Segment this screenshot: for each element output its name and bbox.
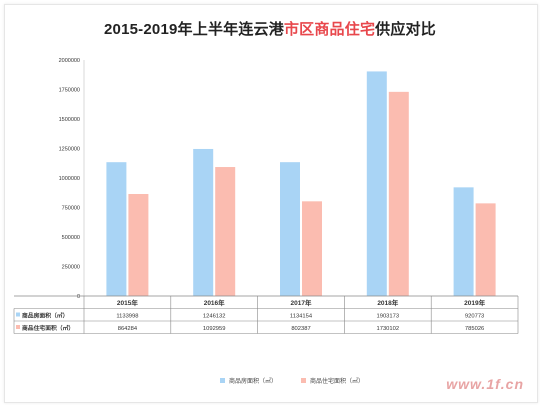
title-suffix: 供应对比 (375, 21, 436, 38)
data-label-s2-1: 1092959 (203, 326, 226, 332)
category-label-3: 2018年 (377, 298, 398, 307)
y-tick-label-8: 2000000 (59, 58, 80, 64)
legend-item-series-2: 商品住宅面积（㎡） (301, 376, 364, 385)
data-label-s1-4: 920773 (465, 314, 484, 320)
bar-s2-3 (388, 91, 409, 296)
legend-swatch-series-1 (220, 378, 225, 383)
category-label-0: 2015年 (117, 298, 138, 307)
table-row-label-series-1: 商品房面积（㎡） (22, 312, 68, 320)
legend-item-series-1: 商品房面积（㎡） (220, 376, 277, 385)
y-tick-label-2: 500000 (62, 235, 80, 241)
table-row-label-series-2: 商品住宅面积（㎡） (22, 324, 74, 332)
legend: 商品房面积（㎡） 商品住宅面积（㎡） (220, 376, 364, 385)
bar-s2-4 (475, 203, 496, 296)
category-label-1: 2016年 (204, 298, 225, 307)
bar-s1-3 (366, 71, 387, 296)
legend-swatch-series-2 (301, 378, 307, 383)
data-label-s2-2: 802387 (291, 326, 310, 332)
y-tick-label-1: 250000 (62, 265, 80, 271)
category-label-4: 2019年 (464, 298, 485, 307)
data-label-s2-3: 1730102 (377, 326, 400, 332)
chart-frame (4, 4, 538, 403)
data-label-s2-0: 864284 (118, 326, 138, 332)
bar-s1-4 (453, 187, 474, 296)
bar-s1-2 (280, 162, 300, 296)
data-label-s1-1: 1246132 (203, 314, 226, 320)
bar-s2-2 (302, 201, 322, 296)
legend-label-series-2: 商品住宅面积（㎡） (310, 379, 365, 385)
table-swatch-series-1 (16, 312, 20, 317)
title-prefix: 2015-2019年上半年连云港 (104, 21, 284, 38)
y-tick-label-7: 1750000 (59, 88, 80, 94)
table-swatch-series-2 (16, 325, 20, 329)
y-tick-label-5: 1250000 (59, 147, 80, 153)
legend-label-series-1: 商品房面积（㎡） (229, 379, 278, 385)
bar-s2-0 (128, 194, 149, 296)
data-label-s2-4: 785026 (465, 326, 484, 332)
y-tick-label-6: 1500000 (59, 117, 80, 123)
y-tick-label-0: 0 (77, 294, 80, 300)
category-label-2: 2017年 (291, 298, 312, 307)
data-label-s1-0: 1133998 (116, 314, 138, 320)
chart-title: 2015-2019年上半年连云港市区商品住宅供应对比 (0, 18, 540, 39)
bar-s1-0 (106, 162, 127, 296)
title-highlight: 市区商品住宅 (283, 21, 376, 38)
bar-s1-1 (193, 148, 214, 296)
y-tick-label-3: 750000 (62, 206, 80, 212)
watermark-logo: www.1f.cn (446, 376, 524, 392)
y-tick-label-4: 1000000 (59, 176, 80, 182)
bar-s2-1 (215, 167, 236, 296)
data-label-s1-2: 1134154 (290, 314, 313, 320)
data-label-s1-3: 1903173 (377, 314, 400, 320)
